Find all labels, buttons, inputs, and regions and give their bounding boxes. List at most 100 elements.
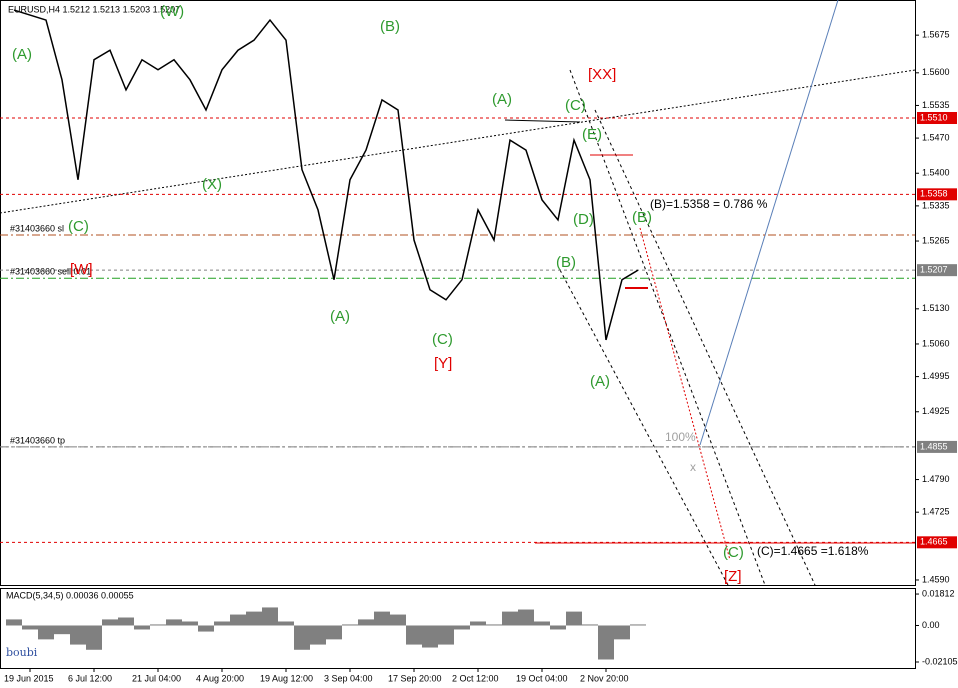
x-tick-label: 6 Jul 12:00 — [68, 673, 112, 683]
channel-line — [569, 69, 766, 586]
wave-label: [Z] — [724, 568, 742, 585]
macd-bar — [614, 625, 630, 640]
wave-label: (C) — [432, 331, 453, 348]
macd-bar — [566, 611, 582, 626]
macd-bar — [422, 625, 438, 648]
macd-bar — [262, 607, 278, 626]
y-tick-label: 0.00 — [922, 620, 940, 630]
macd-bar — [454, 625, 470, 630]
macd-bar — [182, 621, 198, 626]
price-tag-label: 1.5358 — [920, 189, 948, 199]
y-tick-label: 1.5470 — [922, 132, 950, 142]
y-tick-label: 1.4790 — [922, 474, 950, 484]
wave-label: (B) — [556, 254, 576, 271]
chart-title: EURUSD,H4 1.5212 1.5213 1.5203 1.5207 — [8, 4, 180, 14]
macd-bar — [374, 611, 390, 626]
macd-bar — [230, 614, 246, 626]
macd-bar — [470, 621, 486, 626]
y-tick-label: 1.4925 — [922, 406, 950, 416]
y-tick-label: 1.5600 — [922, 67, 950, 77]
author: boubi — [6, 646, 38, 659]
order-label: #31403660 sl — [10, 223, 64, 233]
wave-label: [W] — [70, 261, 93, 278]
y-tick-label: 1.5060 — [922, 338, 950, 348]
wave-label: (E) — [582, 126, 602, 143]
wave-label: (A) — [492, 91, 512, 108]
macd-bar — [550, 625, 566, 630]
order-label: #31403660 tp — [10, 435, 65, 445]
wave-label: (C)=1.4665 =1.618% — [757, 544, 869, 558]
macd-bar — [502, 611, 518, 626]
macd-bar — [22, 625, 38, 630]
price-tag — [917, 188, 957, 201]
wave-label: (C) — [68, 218, 89, 235]
x-tick-label: 19 Aug 12:00 — [260, 673, 313, 683]
macd-bar — [294, 625, 310, 650]
macd-bar — [326, 625, 342, 640]
wave-label: (C) — [565, 97, 586, 114]
wave-label: 100% — [665, 430, 696, 444]
y-tick-label: 0.01812 — [922, 588, 955, 598]
macd-bar — [6, 619, 22, 626]
macd-bar — [310, 625, 326, 645]
macd-bar — [486, 624, 502, 626]
projection-line — [699, 0, 839, 446]
wave-label: (W) — [160, 3, 184, 20]
x-tick-label: 4 Aug 20:00 — [196, 673, 244, 683]
x-tick-label: 2 Oct 12:00 — [452, 673, 499, 683]
order-label: #31403660 sell 0.01 — [10, 267, 91, 277]
y-tick-label: -0.02105 — [922, 656, 958, 666]
y-tick-label: 1.5130 — [922, 303, 950, 313]
macd-bar — [150, 624, 166, 626]
y-tick-label: 1.4590 — [922, 574, 950, 584]
price-tag — [917, 112, 957, 125]
wave-label: [Y] — [434, 355, 452, 372]
macd-bar — [358, 619, 374, 626]
macd-bar — [438, 625, 454, 645]
macd-bar — [246, 611, 262, 626]
macd-bar — [86, 625, 102, 650]
macd-bar — [534, 621, 550, 626]
macd-bar — [54, 625, 70, 635]
price-tag-label: 1.4665 — [920, 537, 948, 547]
x-tick-label: 19 Jun 2015 — [4, 673, 54, 683]
x-tick-label: 2 Nov 20:00 — [580, 673, 629, 683]
wave-label: (A) — [12, 46, 32, 63]
y-tick-label: 1.4995 — [922, 371, 950, 381]
wave-label: (A) — [590, 373, 610, 390]
y-tick-label: 1.5265 — [922, 235, 950, 245]
y-tick-label: 1.5535 — [922, 100, 950, 110]
price-panel-frame — [0, 0, 916, 586]
macd-panel-frame — [0, 588, 916, 669]
price-tag-label: 1.5207 — [920, 265, 948, 275]
price-tag — [917, 264, 957, 277]
y-tick-label: 1.5400 — [922, 168, 950, 178]
macd-bar — [166, 619, 182, 626]
macd-bar — [214, 621, 230, 626]
macd-bar — [278, 621, 294, 626]
price-tag — [917, 440, 957, 453]
x-tick-label: 19 Oct 04:00 — [516, 673, 568, 683]
wave-label: (X) — [202, 176, 222, 193]
macd-bar — [406, 625, 422, 645]
macd-bar — [390, 614, 406, 626]
macd-bar — [342, 624, 358, 626]
macd-bar — [102, 619, 118, 626]
price-tag — [917, 536, 957, 549]
macd-bar — [582, 624, 598, 626]
segment — [504, 119, 581, 123]
wave-label: (B)=1.5358 = 0.786 % — [650, 197, 768, 211]
target-line — [639, 227, 731, 561]
y-tick-label: 1.5675 — [922, 30, 950, 40]
x-tick-label: 17 Sep 20:00 — [388, 673, 442, 683]
macd-bar — [70, 625, 86, 645]
y-tick-label: 1.4725 — [922, 507, 950, 517]
macd-bar — [598, 625, 614, 660]
macd-bar — [134, 625, 150, 630]
price-tag-label: 1.5510 — [920, 112, 948, 122]
wave-label: x — [690, 460, 696, 474]
macd-bar — [38, 625, 54, 640]
x-tick-label: 3 Sep 04:00 — [324, 673, 373, 683]
